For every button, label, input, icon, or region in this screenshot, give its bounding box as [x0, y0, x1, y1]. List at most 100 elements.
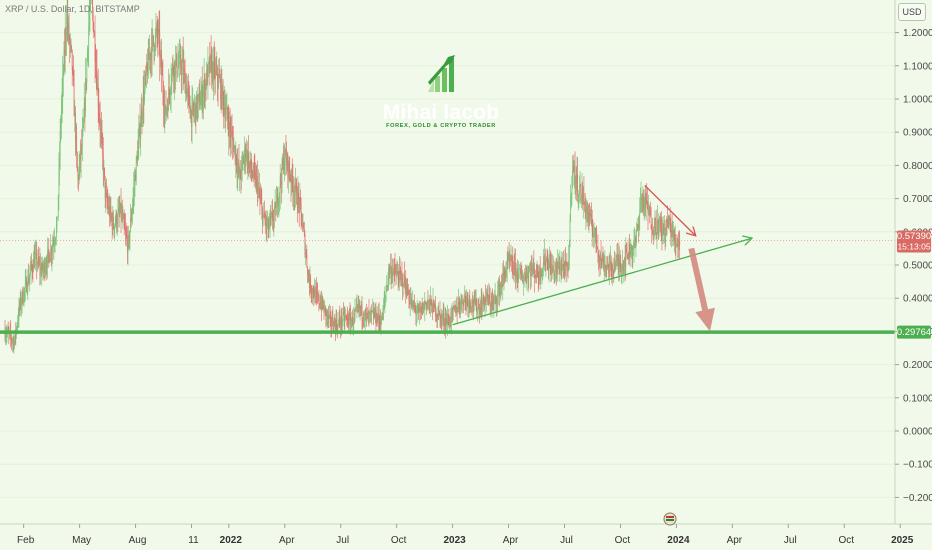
candle-body [303, 228, 305, 235]
candle-body [517, 278, 519, 280]
candle-body [217, 81, 219, 87]
candle-body [233, 146, 235, 152]
candle-body [120, 202, 121, 212]
candle-body [482, 303, 483, 311]
candle-body [351, 316, 353, 322]
candle-body [244, 147, 246, 159]
candle-body [632, 248, 634, 250]
candle-body [116, 213, 118, 227]
candle-body [119, 211, 121, 213]
candle-body [660, 225, 662, 228]
candle-body [87, 49, 89, 51]
candle-body [340, 323, 341, 327]
candle-body [402, 286, 404, 288]
candle-body [222, 85, 224, 96]
candle-body [537, 265, 539, 276]
candle-body [317, 294, 319, 298]
candle-body [221, 78, 223, 105]
candle-body [242, 160, 244, 162]
candle-body [630, 250, 632, 256]
candle-body [431, 303, 433, 312]
candle-body [31, 263, 33, 268]
candle-body [126, 239, 128, 254]
candle-body [455, 305, 457, 314]
candle-body [43, 267, 45, 271]
candle-body [241, 160, 243, 163]
candle-body [483, 294, 485, 302]
candle-body [50, 248, 52, 256]
candle-body [570, 196, 572, 222]
logo-name: Mihai Iacob [383, 101, 500, 124]
candle-body [545, 261, 547, 266]
candle-body [423, 303, 425, 308]
candle-body [152, 35, 154, 44]
candle-body [499, 287, 501, 296]
time-axis[interactable]: Feb May Aug 11 2022 Apr Jul Oct 2023 Apr Jul Oct 202… [17, 524, 914, 546]
candle-body [324, 305, 326, 308]
support-price-label: 0.29764 [897, 327, 931, 338]
candle-body [490, 304, 492, 306]
candle-body [181, 62, 183, 75]
candle-body [154, 50, 156, 53]
candle-body [114, 223, 116, 225]
candle-body [419, 309, 421, 312]
x-tick-label: May [72, 535, 91, 546]
candle-body [486, 292, 488, 297]
candle-body [406, 285, 408, 297]
candle-body [161, 75, 163, 76]
candle-body [533, 264, 535, 269]
candle-body [243, 157, 245, 164]
candle-body [669, 215, 671, 226]
candle-body [522, 279, 523, 283]
candle-body [385, 291, 387, 296]
candle-body [362, 317, 364, 319]
candle-body [645, 193, 646, 209]
candle-body [197, 100, 199, 113]
candle-body [220, 78, 222, 100]
candle-body [36, 264, 38, 266]
x-tick-label: Aug [129, 535, 147, 546]
candle-body [122, 217, 124, 220]
candle-body [252, 176, 254, 178]
candle-body [624, 257, 625, 265]
candle-body [485, 298, 487, 302]
candle-body [163, 92, 164, 107]
candle-body [132, 206, 133, 214]
candle-body [144, 86, 145, 102]
candle-body [596, 247, 598, 249]
candle-body [269, 224, 270, 229]
candle-body [427, 302, 429, 304]
currency-button[interactable]: USD [898, 3, 926, 21]
candle-body [345, 316, 346, 318]
candle-body [57, 196, 59, 217]
candle-body [450, 322, 452, 324]
candle-body [161, 56, 163, 76]
candle-body [601, 256, 603, 265]
candle-body [359, 306, 361, 309]
candle-body [542, 268, 544, 270]
candle-body [50, 248, 52, 260]
candle-body [402, 276, 403, 288]
candle-body [289, 171, 291, 178]
earnings-flag-icon[interactable] [663, 512, 677, 526]
candle-body [374, 312, 376, 317]
candle-body [159, 54, 161, 60]
candle-body [659, 219, 661, 221]
candle-body [128, 234, 130, 242]
candle-body [73, 82, 75, 117]
candle-body [368, 311, 370, 315]
candle-body [591, 224, 593, 231]
candle-body [23, 289, 25, 301]
candle-body [640, 198, 642, 200]
candle-body [443, 313, 445, 324]
candle-body [497, 291, 499, 303]
candle-body [342, 312, 344, 322]
candle-body [508, 253, 509, 261]
candle-body [650, 209, 651, 216]
candle-body [592, 230, 594, 237]
candle-body [452, 308, 454, 312]
